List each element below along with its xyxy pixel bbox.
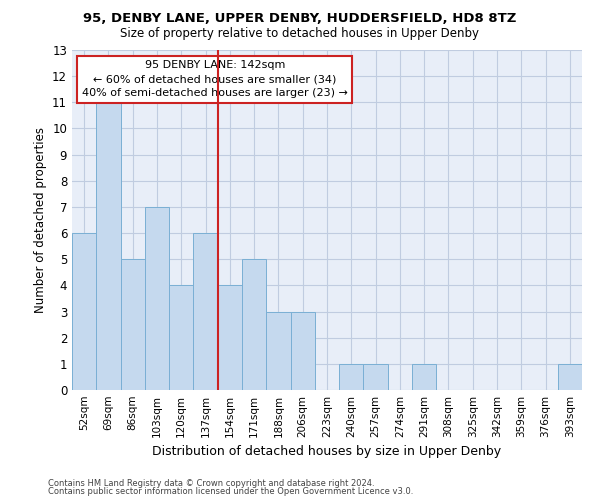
Bar bbox=[218, 286, 242, 390]
Text: 95 DENBY LANE: 142sqm
← 60% of detached houses are smaller (34)
40% of semi-deta: 95 DENBY LANE: 142sqm ← 60% of detached … bbox=[82, 60, 348, 98]
Bar bbox=[72, 233, 96, 390]
Bar bbox=[290, 312, 315, 390]
Bar bbox=[266, 312, 290, 390]
Y-axis label: Number of detached properties: Number of detached properties bbox=[34, 127, 47, 313]
Bar bbox=[145, 207, 169, 390]
Bar bbox=[558, 364, 582, 390]
Bar bbox=[121, 259, 145, 390]
Text: Size of property relative to detached houses in Upper Denby: Size of property relative to detached ho… bbox=[121, 28, 479, 40]
Bar bbox=[364, 364, 388, 390]
Bar bbox=[96, 102, 121, 390]
Bar bbox=[169, 286, 193, 390]
X-axis label: Distribution of detached houses by size in Upper Denby: Distribution of detached houses by size … bbox=[152, 446, 502, 458]
Bar bbox=[242, 259, 266, 390]
Bar bbox=[339, 364, 364, 390]
Bar bbox=[412, 364, 436, 390]
Text: 95, DENBY LANE, UPPER DENBY, HUDDERSFIELD, HD8 8TZ: 95, DENBY LANE, UPPER DENBY, HUDDERSFIEL… bbox=[83, 12, 517, 26]
Text: Contains HM Land Registry data © Crown copyright and database right 2024.: Contains HM Land Registry data © Crown c… bbox=[48, 478, 374, 488]
Text: Contains public sector information licensed under the Open Government Licence v3: Contains public sector information licen… bbox=[48, 487, 413, 496]
Bar bbox=[193, 233, 218, 390]
